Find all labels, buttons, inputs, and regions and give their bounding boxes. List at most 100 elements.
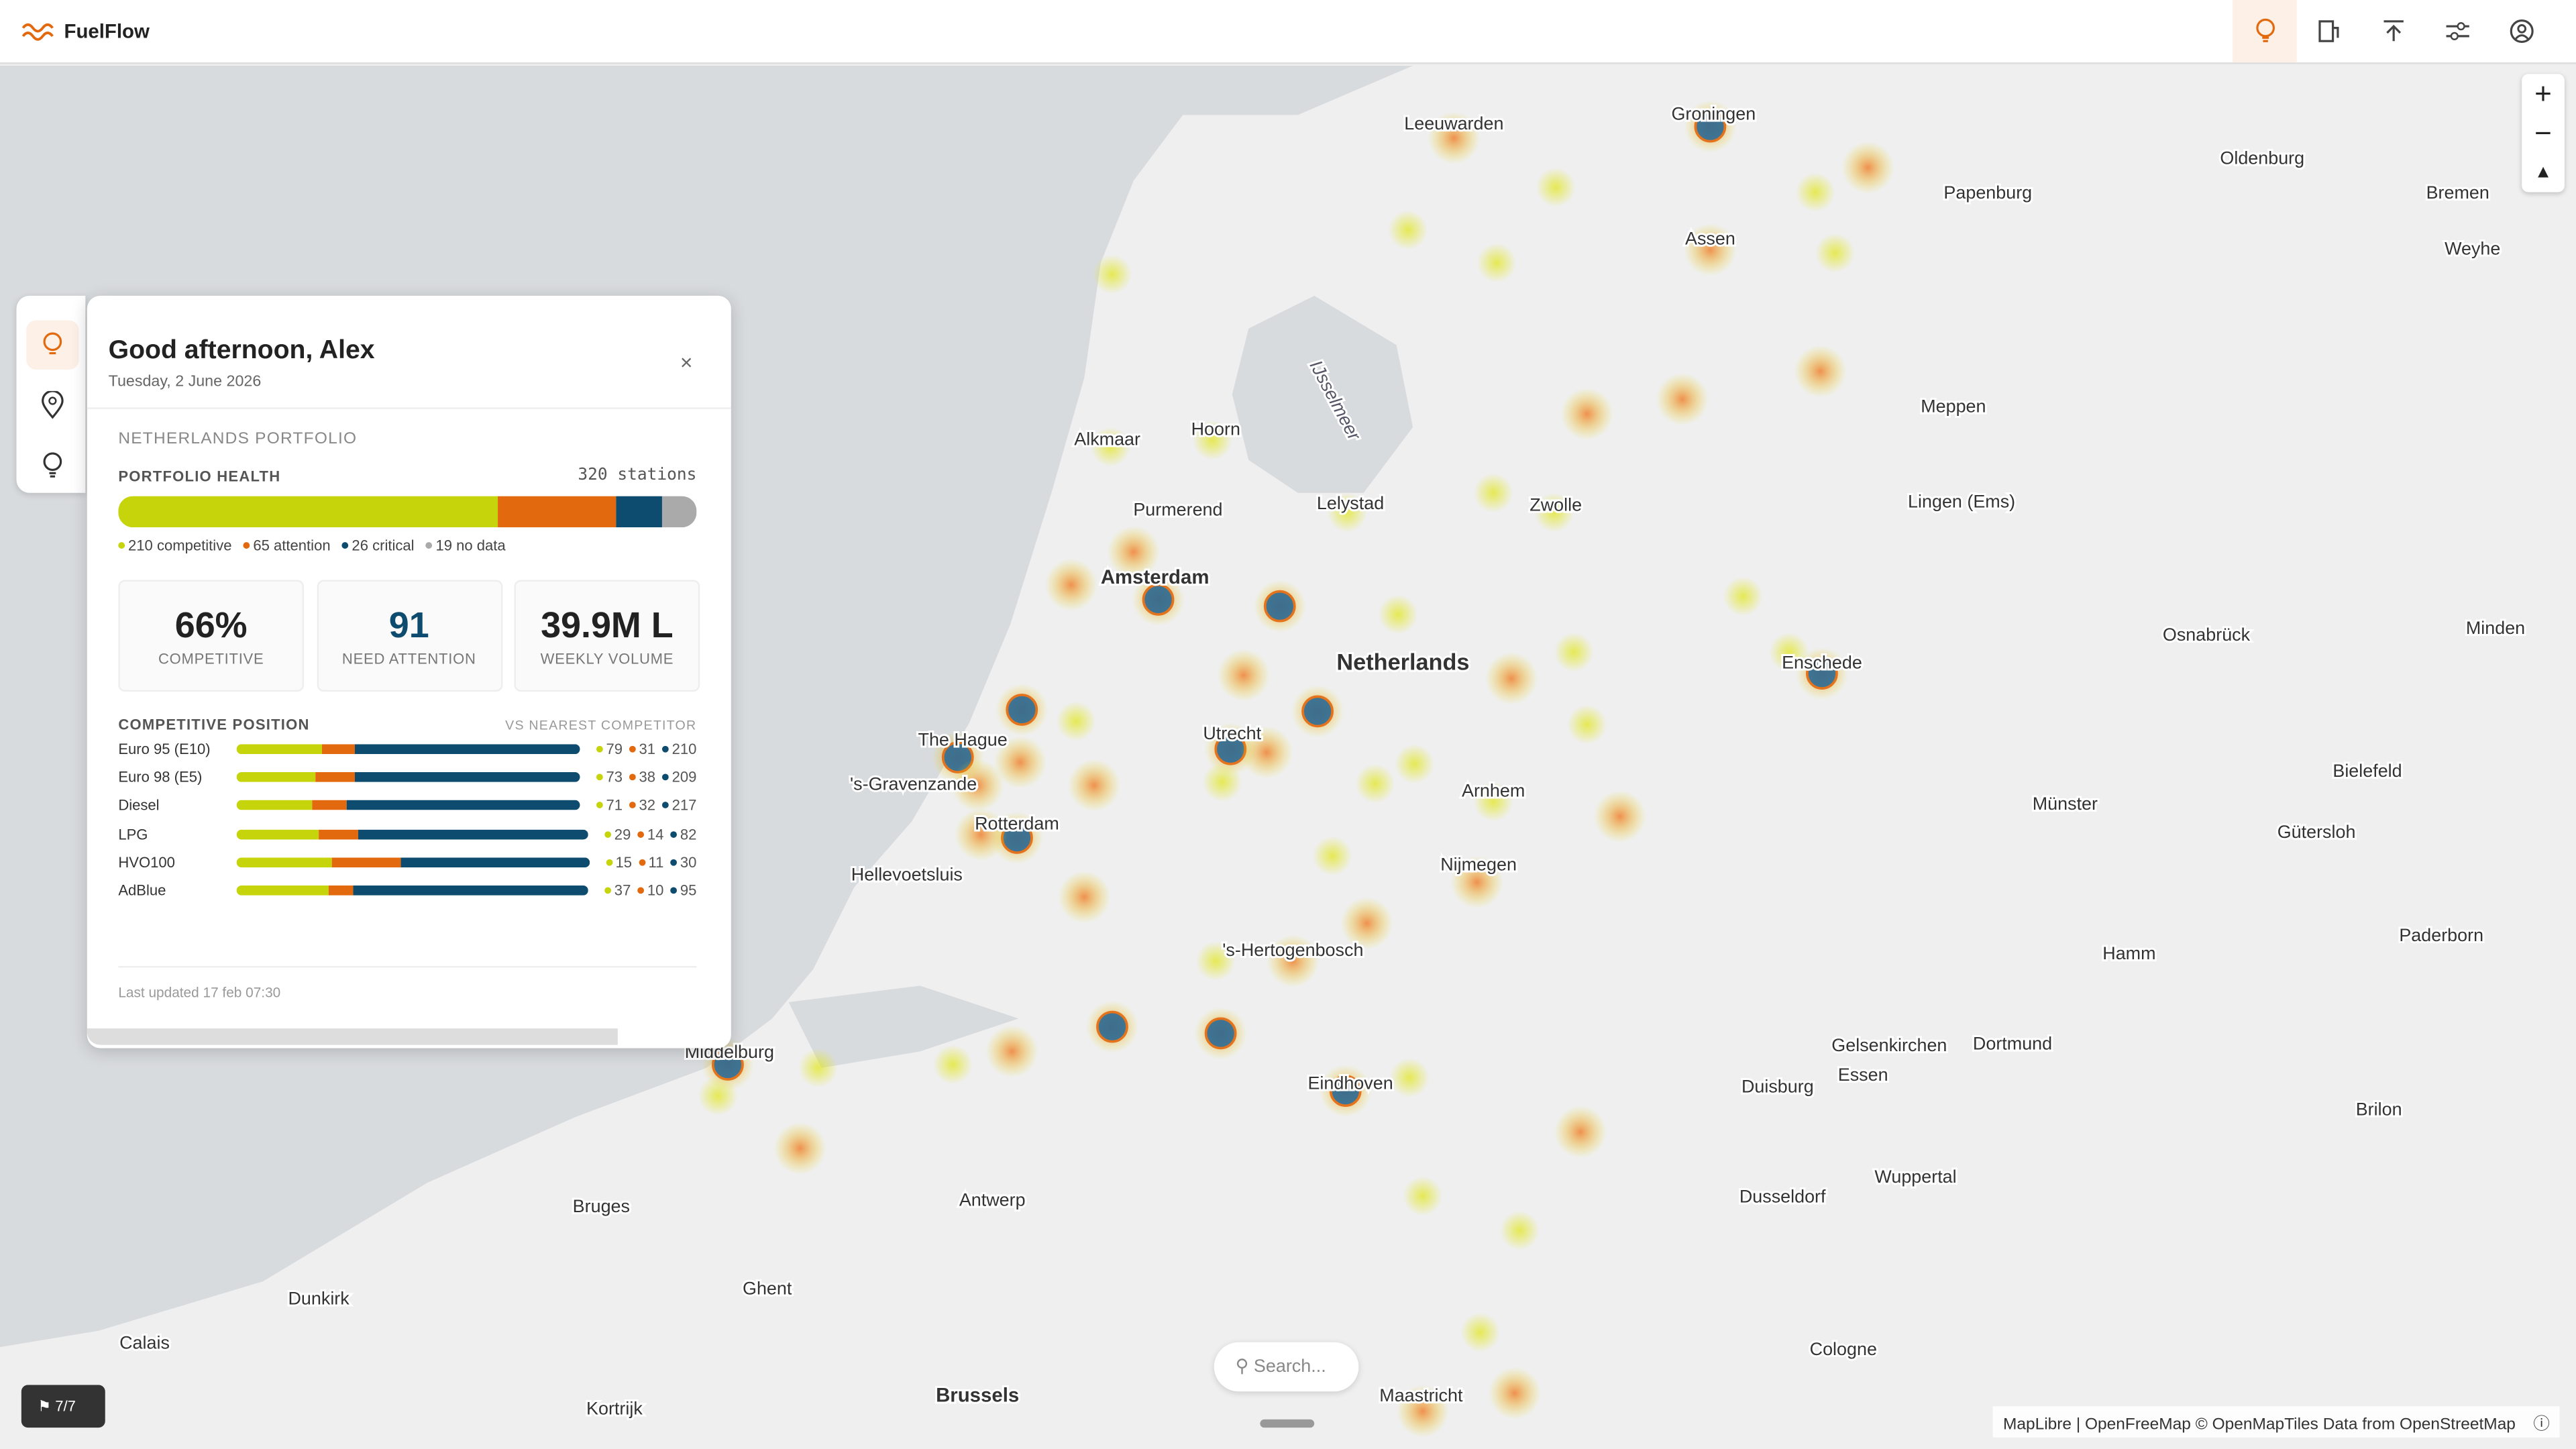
heat-spot — [985, 1025, 1038, 1078]
side-rail — [16, 295, 86, 493]
health-title: PORTFOLIO HEALTH — [118, 468, 281, 485]
city-label: Minden — [2466, 618, 2525, 638]
heat-spot — [954, 808, 1008, 861]
row-value: 15 — [615, 853, 632, 871]
legend-label: attention — [274, 537, 331, 554]
row-value: 37 — [614, 882, 631, 899]
heat-spot — [1395, 744, 1434, 784]
value-dot — [629, 773, 636, 781]
heat-spot — [994, 736, 1047, 789]
legend-count: 210 — [128, 537, 153, 554]
city-label: Bruges — [573, 1196, 630, 1216]
heat-spot — [1477, 243, 1517, 283]
station-cluster — [1329, 1075, 1362, 1108]
position-note: VS NEAREST COMPETITOR — [505, 718, 697, 733]
heat-spot — [1554, 1106, 1607, 1159]
row-bar — [236, 857, 590, 867]
nav-account[interactable] — [2489, 0, 2553, 62]
city-label: Hellevoetsluis — [851, 864, 963, 884]
fuel-name: HVO100 — [118, 853, 175, 871]
scrollbar[interactable] — [87, 1028, 618, 1045]
kpi-label: WEEKLY VOLUME — [540, 650, 674, 667]
header: FuelFlow — [0, 0, 2576, 64]
row-bar — [236, 885, 588, 896]
city-label: Weyhe — [2445, 238, 2500, 258]
city-label: Utrecht — [1203, 723, 1261, 743]
value-dot — [637, 830, 644, 837]
map-labels: Leeuwarden Groningen Oldenburg Papenburg Bre… — [117, 101, 2527, 1420]
reset-north[interactable]: ▲ — [2534, 162, 2553, 182]
attribution: MapLibre | OpenFreeMap © OpenMapTiles Da… — [1993, 1406, 2560, 1438]
nav-settings[interactable] — [2425, 0, 2489, 62]
heat-spot — [1485, 652, 1538, 705]
nav-upload[interactable] — [2361, 0, 2425, 62]
heat-spot — [698, 1076, 738, 1116]
city-label: Rotterdam — [975, 814, 1059, 834]
row-segment — [354, 744, 580, 755]
city-label: Lingen (Ems) — [1908, 492, 2015, 512]
row-values: 79 31 210 — [590, 741, 696, 757]
drawer-handle[interactable] — [1260, 1419, 1315, 1428]
close-button[interactable]: × — [680, 350, 693, 375]
city-label: Antwerp — [959, 1189, 1026, 1210]
heat-spot — [1044, 558, 1097, 612]
station-cluster — [1806, 657, 1838, 690]
estuary — [788, 985, 1019, 1068]
fuel-name: AdBlue — [118, 882, 166, 899]
attribution-text: MapLibre | OpenFreeMap © OpenMapTiles Da… — [2002, 1416, 2516, 1434]
legend-label: critical — [372, 537, 415, 554]
city-label: Assen — [1685, 229, 1735, 249]
legend-item: 210 competitive — [118, 537, 232, 554]
city-label: Nijmegen — [1440, 855, 1517, 875]
row-value: 31 — [639, 741, 656, 757]
heat-spot — [1327, 492, 1367, 533]
row-segment — [236, 857, 331, 867]
section-title: NETHERLANDS PORTFOLIO — [118, 430, 358, 449]
heat-spot — [1403, 1176, 1443, 1216]
legend-count: 26 — [352, 537, 368, 554]
city-label: 's-Hertogenbosch — [1222, 940, 1363, 960]
row-value: 217 — [672, 797, 697, 814]
heat-spot — [798, 1048, 838, 1088]
city-label: Arnhem — [1462, 781, 1525, 801]
rail-locations[interactable] — [40, 390, 66, 421]
city-label: Dusseldorf — [1739, 1186, 1826, 1206]
zoom-in[interactable]: + — [2534, 77, 2552, 111]
row-segment — [331, 857, 401, 867]
lake — [1232, 295, 1413, 493]
city-label: Oldenburg — [2220, 148, 2304, 168]
heat-spot — [1656, 372, 1709, 426]
station-cluster — [1263, 590, 1296, 623]
heat-spot — [1388, 210, 1428, 250]
position-row: Euro 95 (E10) 79 31 210 — [118, 741, 696, 760]
nav-stations[interactable] — [2297, 0, 2361, 62]
heat-spot — [1428, 111, 1481, 164]
rail-ideas[interactable] — [40, 450, 66, 480]
heat-spot — [1841, 141, 1894, 194]
fuel-name: LPG — [118, 825, 148, 843]
position-row: Euro 98 (E5) 73 38 209 — [118, 769, 696, 789]
heat-spot — [1107, 525, 1160, 579]
row-value: 32 — [639, 797, 656, 814]
position-row: Diesel 71 32 217 — [118, 798, 696, 817]
value-dot — [670, 830, 677, 837]
heat-spot — [1058, 870, 1111, 924]
flag-badge[interactable]: ⚑ 7/7 — [21, 1385, 105, 1428]
legend-dot — [425, 542, 433, 549]
rail-insights[interactable] — [26, 320, 79, 370]
heat-spot — [1473, 782, 1513, 822]
search-box[interactable]: ⚲ Search... — [1214, 1342, 1359, 1392]
zoom-out[interactable]: − — [2534, 116, 2552, 150]
row-segment — [357, 828, 588, 839]
city-label: Gelsenkirchen — [1831, 1035, 1947, 1055]
city-label: Maastricht — [1379, 1385, 1463, 1405]
health-segment — [615, 496, 663, 528]
date: Tuesday, 2 June 2026 — [108, 372, 262, 391]
nav-insights[interactable] — [2233, 0, 2297, 63]
value-dot — [661, 745, 669, 753]
city-label: The Hague — [918, 730, 1008, 750]
heat-spot — [1794, 345, 1847, 398]
heat-spot — [1217, 649, 1271, 702]
city-label: Brilon — [2356, 1099, 2402, 1120]
